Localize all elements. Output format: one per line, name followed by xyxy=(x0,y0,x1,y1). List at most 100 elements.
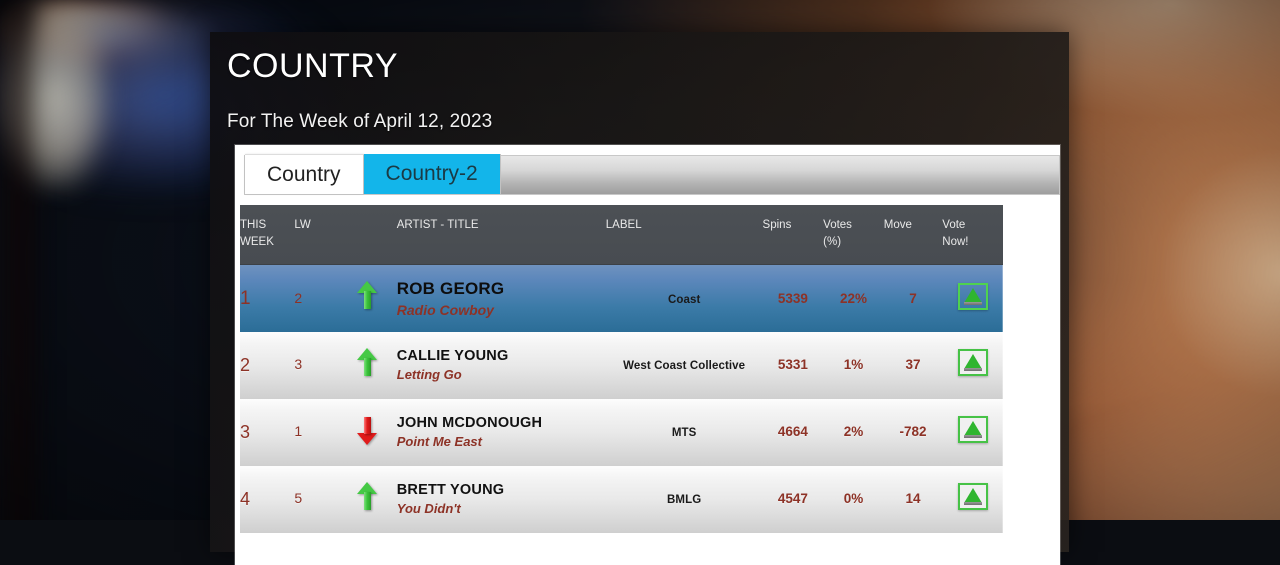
col-header-move: Move xyxy=(884,205,943,265)
col-header-spins: Spins xyxy=(763,205,824,265)
artist-name: JOHN MCDONOUGH xyxy=(397,414,606,432)
arrow-stem xyxy=(364,417,371,434)
cell-label: Coast xyxy=(606,265,763,332)
cell-move-arrow xyxy=(357,265,397,332)
cell-vote-now xyxy=(942,332,1003,399)
triangle-up-icon xyxy=(964,354,982,369)
last-week-rank: 3 xyxy=(294,356,302,372)
cell-move-arrow xyxy=(357,332,397,399)
vote-button-base xyxy=(964,302,982,305)
song-title: Letting Go xyxy=(397,367,606,384)
cell-this-week: 3 xyxy=(240,399,294,466)
move-value: -782 xyxy=(900,424,927,439)
last-week-rank: 1 xyxy=(294,423,302,439)
spins-value: 5339 xyxy=(778,291,808,306)
vote-button-base xyxy=(964,435,982,438)
cell-move: 37 xyxy=(884,332,943,399)
tab-country[interactable]: Country xyxy=(245,154,364,194)
record-label: Coast xyxy=(668,294,700,306)
cell-last-week: 1 xyxy=(294,399,357,466)
vote-button-base xyxy=(964,502,982,505)
this-week-rank: 3 xyxy=(240,422,250,442)
vote-up-button[interactable] xyxy=(958,349,988,376)
cell-this-week: 2 xyxy=(240,332,294,399)
cell-last-week: 3 xyxy=(294,332,357,399)
cell-label: West Coast Collective xyxy=(606,332,763,399)
last-week-rank: 2 xyxy=(294,290,302,306)
cell-label: BMLG xyxy=(606,466,763,533)
song-title: You Didn't xyxy=(397,501,606,518)
vote-button-base xyxy=(964,368,982,371)
this-week-rank: 2 xyxy=(240,355,250,375)
record-label: MTS xyxy=(672,427,697,439)
votes-value: 22% xyxy=(840,291,867,306)
page-subtitle: For The Week of April 12, 2023 xyxy=(227,111,492,133)
record-label: BMLG xyxy=(667,494,701,506)
table-head: THIS WEEK LW ARTIST - TITLE LABEL Spins … xyxy=(240,205,1003,265)
triangle-up-icon xyxy=(964,488,982,503)
cell-move: -782 xyxy=(884,399,943,466)
last-week-rank: 5 xyxy=(294,490,302,506)
table-row[interactable]: 3 1 JOHN MCDONOUGH Point Me East MTS 4664 2% -7… xyxy=(240,399,1003,466)
page-title: COUNTRY xyxy=(227,49,398,83)
arrow-up-icon xyxy=(357,482,377,512)
col-header-label: LABEL xyxy=(606,205,763,265)
col-header-move-arrow xyxy=(357,205,397,265)
col-header-votes: Votes (%) xyxy=(823,205,884,265)
cell-votes: 1% xyxy=(823,332,884,399)
cell-vote-now xyxy=(942,265,1003,332)
content-panel: COUNTRY For The Week of April 12, 2023 C… xyxy=(210,32,1069,552)
rankings-table: THIS WEEK LW ARTIST - TITLE LABEL Spins … xyxy=(240,205,1003,533)
cell-move: 7 xyxy=(884,265,943,332)
artist-name: ROB GEORG xyxy=(397,278,606,299)
move-value: 14 xyxy=(906,491,921,506)
artist-name: CALLIE YOUNG xyxy=(397,347,606,365)
spins-value: 5331 xyxy=(778,357,808,372)
votes-value: 1% xyxy=(844,357,864,372)
cell-artist-title: ROB GEORG Radio Cowboy xyxy=(397,265,606,332)
vote-up-button[interactable] xyxy=(958,283,988,310)
cell-artist-title: CALLIE YOUNG Letting Go xyxy=(397,332,606,399)
arrow-down-icon xyxy=(357,415,377,445)
cell-move-arrow xyxy=(357,399,397,466)
cell-label: MTS xyxy=(606,399,763,466)
table-header-row: THIS WEEK LW ARTIST - TITLE LABEL Spins … xyxy=(240,205,1003,265)
cell-vote-now xyxy=(942,466,1003,533)
arrow-stem xyxy=(364,492,371,510)
cell-move: 14 xyxy=(884,466,943,533)
rankings-table-wrap: THIS WEEK LW ARTIST - TITLE LABEL Spins … xyxy=(240,205,1003,533)
triangle-up-icon xyxy=(964,421,982,436)
arrow-stem xyxy=(364,291,371,309)
col-header-this-week: THIS WEEK xyxy=(240,205,294,265)
cell-last-week: 2 xyxy=(294,265,357,332)
spins-value: 4664 xyxy=(778,424,808,439)
cell-spins: 4664 xyxy=(763,399,824,466)
cell-spins: 4547 xyxy=(763,466,824,533)
cell-votes: 22% xyxy=(823,265,884,332)
spins-value: 4547 xyxy=(778,491,808,506)
cell-votes: 0% xyxy=(823,466,884,533)
votes-value: 2% xyxy=(844,424,864,439)
tab-bar: Country Country-2 xyxy=(244,155,1060,195)
col-header-artist-title: ARTIST - TITLE xyxy=(397,205,606,265)
record-label: West Coast Collective xyxy=(623,360,745,372)
cell-artist-title: JOHN MCDONOUGH Point Me East xyxy=(397,399,606,466)
col-header-lw: LW xyxy=(294,205,357,265)
vote-up-button[interactable] xyxy=(958,483,988,510)
chart-card: Country Country-2 THIS WEEK LW ARTIST - … xyxy=(235,145,1060,565)
votes-value: 0% xyxy=(844,491,864,506)
song-title: Point Me East xyxy=(397,434,606,451)
table-row[interactable]: 2 3 CALLIE YOUNG Letting Go West Coast Colle… xyxy=(240,332,1003,399)
vote-up-button[interactable] xyxy=(958,416,988,443)
song-title: Radio Cowboy xyxy=(397,301,606,319)
tab-country-2[interactable]: Country-2 xyxy=(364,154,501,194)
col-header-vote-now: Vote Now! xyxy=(942,205,1003,265)
move-value: 7 xyxy=(909,291,917,306)
arrow-up-icon xyxy=(357,348,377,378)
cell-move-arrow xyxy=(357,466,397,533)
cell-vote-now xyxy=(942,399,1003,466)
cell-this-week: 1 xyxy=(240,265,294,332)
